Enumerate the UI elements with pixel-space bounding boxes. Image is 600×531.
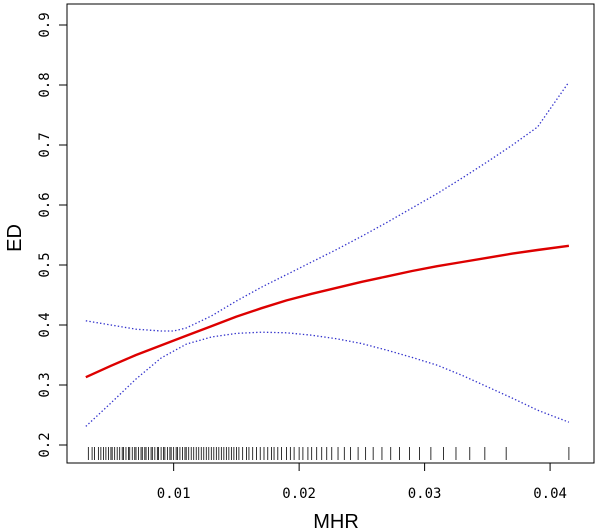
- y-tick-label: 0.6: [37, 192, 53, 217]
- y-tick-label: 0.2: [37, 432, 53, 457]
- series-line-upper: [85, 81, 570, 332]
- y-axis: 0.2 0.3 0.4 0.5 0.6 0.7 0.8 0.9: [37, 12, 67, 458]
- y-tick-label: 0.8: [37, 72, 53, 97]
- rug-layer: [87, 447, 570, 460]
- x-axis-label: MHR: [313, 511, 359, 531]
- x-tick-label: 0.02: [282, 486, 316, 502]
- y-axis-label: ED: [4, 224, 26, 252]
- x-tick-label: 0.01: [157, 486, 191, 502]
- y-tick-label: 0.9: [37, 12, 53, 37]
- series-line-lower: [85, 331, 570, 427]
- y-tick-label: 0.7: [37, 132, 53, 157]
- series-layer: [85, 81, 570, 427]
- x-tick-label: 0.03: [408, 486, 442, 502]
- y-tick-label: 0.3: [37, 372, 53, 397]
- y-tick-label: 0.4: [37, 312, 53, 337]
- x-tick-label: 0.04: [533, 486, 567, 502]
- plot-frame: [66, 3, 595, 464]
- x-axis: 0.01 0.02 0.03 0.04: [157, 463, 567, 502]
- y-tick-label: 0.5: [37, 252, 53, 277]
- series-line-fit: [85, 244, 570, 379]
